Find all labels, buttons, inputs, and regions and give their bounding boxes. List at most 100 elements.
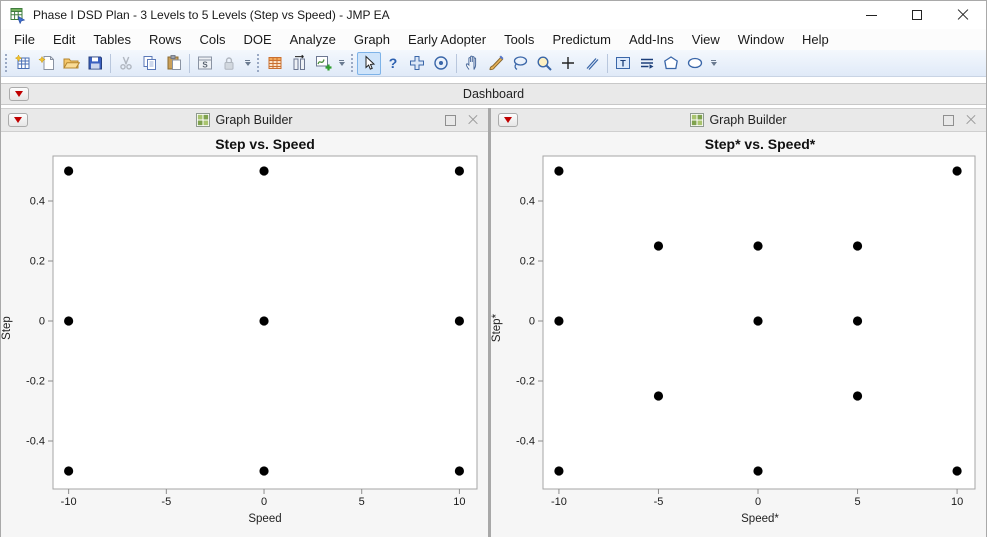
toolbar-overflow-button[interactable] [242, 53, 253, 73]
maximize-icon [912, 10, 922, 20]
graph-add-button[interactable] [311, 52, 335, 75]
copy-button[interactable] [138, 52, 162, 75]
annotate-text-button[interactable]: T [611, 52, 635, 75]
toolbar-grip[interactable] [5, 54, 7, 72]
menu-rows[interactable]: Rows [148, 32, 182, 47]
y-tick-label: 0.4 [30, 196, 45, 208]
menu-window[interactable]: Window [737, 32, 784, 47]
bullseye-button[interactable] [429, 52, 453, 75]
window-controls [848, 1, 986, 29]
paintbrush-icon [489, 55, 504, 71]
new-data-table-button[interactable] [11, 52, 35, 75]
annotate-polygon-button[interactable] [659, 52, 683, 75]
panel-maximize-button[interactable] [941, 113, 955, 127]
menu-view[interactable]: View [691, 32, 720, 47]
title-bar: Phase I DSD Plan - 3 Levels to 5 Levels … [1, 1, 986, 29]
data-point [753, 316, 763, 326]
toolbar-separator [110, 53, 111, 73]
panel-maximize-button[interactable] [443, 113, 457, 127]
menu-edit[interactable]: Edit [52, 32, 76, 47]
menu-analyze[interactable]: Analyze [289, 32, 336, 47]
panel-splitter[interactable] [488, 108, 491, 537]
annotate-oval-button[interactable] [683, 52, 707, 75]
toolbar-grip[interactable] [351, 54, 353, 72]
help-button[interactable]: ? [381, 52, 405, 75]
menu-doe[interactable]: DOE [243, 32, 272, 47]
toolbar-overflow-button[interactable] [708, 53, 719, 73]
chevron-down-icon [244, 62, 251, 66]
bullseye-icon [434, 56, 448, 70]
scatter-plot[interactable]: -10 -5 0 5 10 0.4 0.2 0 -0.2 -0.4 [491, 132, 986, 537]
script-window-button[interactable]: S [193, 52, 217, 75]
paste-button[interactable] [162, 52, 186, 75]
toolbar: S? T [1, 50, 986, 77]
y-tick-label: 0.2 [520, 256, 535, 268]
maximize-button[interactable] [894, 1, 940, 29]
menu-tables[interactable]: Tables [93, 32, 131, 47]
x-tick-label: -5 [654, 496, 664, 508]
y-tick-label: -0.2 [26, 376, 45, 388]
window-title: Phase I DSD Plan - 3 Levels to 5 Levels … [33, 8, 390, 22]
lasso-button[interactable] [508, 52, 532, 75]
paste-icon [167, 55, 181, 70]
new-journal-icon [38, 55, 54, 70]
menu-predictum[interactable]: Predictum [552, 32, 611, 47]
toolbar-group: S [2, 50, 254, 76]
cut-button[interactable] [114, 52, 138, 75]
toolbar-separator [456, 53, 457, 73]
hand-button[interactable] [460, 52, 484, 75]
new-data-table-icon [14, 54, 30, 69]
annotate-polygon-icon [664, 56, 678, 70]
menu-file[interactable]: File [14, 32, 35, 47]
graph-builder-red-triangle-menu-button[interactable] [498, 113, 518, 127]
save-button[interactable] [83, 52, 107, 75]
close-button[interactable] [940, 1, 986, 29]
data-point [554, 316, 564, 326]
arrow-cursor-icon [365, 55, 376, 70]
x-tick-label: 0 [261, 496, 267, 508]
menu-help[interactable]: Help [801, 32, 829, 47]
pen-icon [586, 58, 599, 70]
lock-button[interactable] [217, 52, 241, 75]
columns-button[interactable] [287, 52, 311, 75]
data-point [753, 466, 763, 476]
data-table-button[interactable] [263, 52, 287, 75]
paintbrush-button[interactable] [484, 52, 508, 75]
menu-add-ins[interactable]: Add-Ins [628, 32, 674, 47]
menu-bar: File Edit Tables Rows Cols DOE Analyze Graph Ear… [1, 29, 986, 50]
close-icon [957, 9, 969, 21]
menu-cols[interactable]: Cols [199, 32, 226, 47]
toolbar-grip[interactable] [257, 54, 259, 72]
panel-close-button[interactable] [466, 113, 480, 127]
panel-close-button[interactable] [964, 113, 978, 127]
open-button[interactable] [59, 52, 83, 75]
data-point [753, 241, 763, 251]
scatter-plot[interactable]: -10 -5 0 5 10 0.4 0.2 0 -0.2 -0.4 [1, 132, 488, 537]
maximize-icon [942, 114, 954, 126]
crosshair-icon [410, 56, 424, 70]
new-journal-button[interactable] [35, 52, 59, 75]
annotate-lines-button[interactable] [635, 52, 659, 75]
pen-button[interactable] [580, 52, 604, 75]
cut-icon [120, 56, 132, 70]
arrow-cursor-button[interactable] [357, 51, 381, 75]
x-tick-label: 0 [755, 496, 761, 508]
menu-graph[interactable]: Graph [353, 32, 391, 47]
y-tick-label: 0.4 [520, 196, 535, 208]
dashboard-bar: Dashboard [1, 83, 986, 105]
close-icon [966, 115, 976, 125]
menu-early-adopter[interactable]: Early Adopter [408, 32, 487, 47]
dashboard-red-triangle-menu-button[interactable] [9, 87, 29, 101]
toolbar-overflow-button[interactable] [336, 53, 347, 73]
jmp-data-table-icon [9, 6, 27, 25]
crosshair-button[interactable] [405, 52, 429, 75]
menu-tools[interactable]: Tools [504, 32, 535, 47]
graph-builder-red-triangle-menu-button[interactable] [8, 113, 28, 127]
y-tick-label: -0.4 [516, 436, 535, 448]
columns-icon [293, 54, 305, 70]
minimize-button[interactable] [848, 1, 894, 29]
data-point [259, 316, 269, 326]
toolbar-group: ? T [348, 50, 720, 76]
plus-button[interactable] [556, 52, 580, 75]
magnifier-button[interactable] [532, 52, 556, 75]
